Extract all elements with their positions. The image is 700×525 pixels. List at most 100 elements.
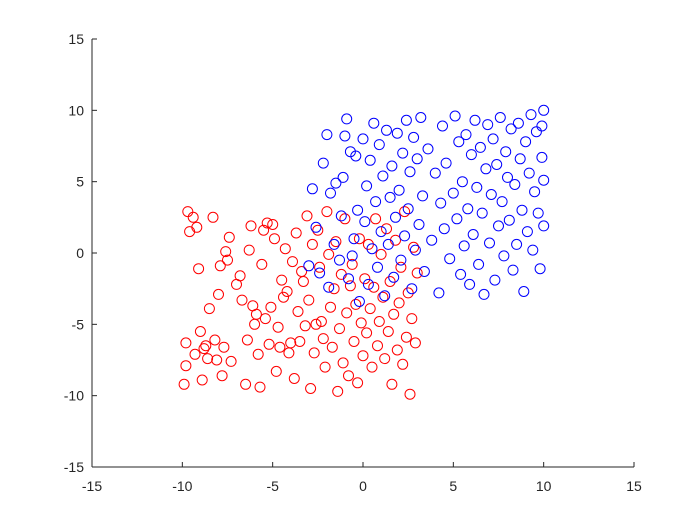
data-point: [536, 120, 548, 132]
x-tick-label: 10: [536, 478, 552, 494]
data-point: [505, 123, 517, 135]
data-point: [404, 166, 416, 178]
y-ticks: -15 -10 -5 0 5 10 15: [64, 31, 97, 475]
y-tick-label: 10: [68, 102, 84, 118]
data-point: [381, 124, 392, 136]
data-point: [400, 114, 412, 126]
data-point: [314, 267, 326, 279]
data-point: [507, 264, 519, 276]
data-point: [377, 291, 389, 303]
data-point: [447, 187, 459, 199]
data-point: [400, 331, 412, 343]
data-point: [500, 146, 512, 158]
x-tick-label: 15: [626, 478, 642, 494]
data-point: [368, 117, 380, 129]
y-tick-label: 15: [68, 31, 84, 47]
data-point: [417, 190, 429, 202]
points-layer: [178, 104, 550, 400]
data-point: [473, 258, 485, 270]
data-point: [408, 131, 420, 143]
data-point: [386, 378, 398, 390]
data-point: [343, 273, 354, 285]
data-point: [538, 174, 550, 186]
data-point: [366, 361, 378, 373]
data-point: [523, 167, 535, 179]
data-point: [362, 278, 374, 290]
data-point: [214, 260, 226, 272]
data-point: [411, 153, 423, 165]
data-point: [388, 308, 400, 320]
data-point: [357, 133, 369, 145]
data-point: [325, 301, 336, 313]
data-point: [202, 353, 214, 365]
data-point: [193, 263, 205, 275]
data-point: [187, 211, 199, 223]
data-point: [408, 241, 420, 253]
data-point: [377, 170, 389, 182]
data-point: [393, 184, 405, 196]
data-point: [337, 171, 349, 183]
data-point: [368, 281, 380, 293]
data-point: [456, 176, 468, 188]
data-point: [418, 266, 430, 277]
data-point: [493, 220, 504, 232]
data-point: [496, 196, 508, 208]
data-point: [278, 291, 289, 303]
data-point: [390, 211, 401, 223]
data-point: [381, 223, 392, 235]
data-point: [269, 233, 280, 245]
data-point: [422, 143, 434, 155]
data-point: [406, 283, 418, 295]
data-point: [482, 119, 494, 131]
data-point: [332, 385, 344, 397]
data-point: [516, 204, 528, 216]
data-point: [259, 313, 271, 325]
data-point: [386, 160, 398, 172]
data-point: [467, 229, 479, 240]
data-point: [194, 326, 206, 337]
x-ticks: -15 -10 -5 0 5 10 15: [82, 462, 642, 494]
data-point: [243, 244, 255, 256]
data-point: [361, 180, 373, 192]
data-point: [474, 141, 486, 153]
data-point: [350, 150, 362, 162]
data-point: [512, 117, 524, 129]
data-point: [395, 261, 407, 273]
data-point: [502, 171, 513, 183]
data-point: [375, 226, 387, 238]
y-tick-label: -15: [64, 459, 84, 475]
data-point: [464, 278, 476, 290]
x-tick-label: -10: [172, 478, 192, 494]
data-point: [241, 334, 253, 346]
data-point: [399, 230, 411, 242]
x-tick-label: -5: [266, 478, 279, 494]
data-point: [225, 355, 237, 367]
data-point: [353, 233, 365, 245]
data-point: [191, 221, 203, 233]
data-point: [353, 296, 365, 307]
data-point: [198, 343, 210, 355]
data-point: [440, 157, 452, 169]
data-point: [485, 189, 497, 200]
data-point: [449, 110, 461, 122]
data-point: [460, 129, 472, 141]
data-point: [310, 318, 322, 330]
data-point: [213, 288, 224, 300]
data-point: [256, 258, 268, 270]
data-point: [518, 286, 530, 297]
data-point: [373, 139, 385, 151]
data-point: [265, 301, 277, 313]
data-point: [382, 326, 394, 337]
data-point: [334, 323, 345, 335]
data-point: [305, 383, 317, 394]
data-point: [323, 248, 335, 260]
data-point: [399, 206, 411, 218]
data-point: [328, 283, 340, 295]
data-point: [207, 211, 219, 223]
data-point: [393, 297, 405, 309]
data-point: [406, 313, 418, 325]
data-point: [402, 287, 414, 299]
data-point: [267, 219, 279, 230]
data-point: [538, 220, 550, 232]
data-point: [344, 280, 356, 292]
